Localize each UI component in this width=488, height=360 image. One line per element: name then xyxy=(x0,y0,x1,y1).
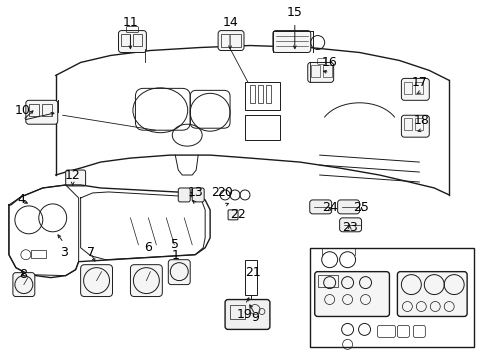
FancyBboxPatch shape xyxy=(227,210,238,220)
Bar xyxy=(31,250,46,258)
Text: 25: 25 xyxy=(353,201,369,215)
Text: 16: 16 xyxy=(321,56,337,69)
Bar xyxy=(229,305,244,319)
Text: 5: 5 xyxy=(171,238,179,251)
Text: 22: 22 xyxy=(230,208,245,221)
FancyBboxPatch shape xyxy=(130,265,162,297)
Bar xyxy=(249,85,254,103)
Bar xyxy=(414,118,423,130)
Bar xyxy=(414,82,423,94)
Text: 2: 2 xyxy=(211,186,219,199)
Text: 6: 6 xyxy=(144,241,152,254)
FancyBboxPatch shape xyxy=(401,115,428,137)
Text: 7: 7 xyxy=(86,246,94,259)
Text: 8: 8 xyxy=(19,268,27,281)
Text: 20: 20 xyxy=(217,186,233,199)
Text: 21: 21 xyxy=(244,266,260,279)
Bar xyxy=(244,82,279,110)
Text: 18: 18 xyxy=(412,114,428,127)
FancyBboxPatch shape xyxy=(13,273,35,297)
Bar xyxy=(322,66,331,77)
Text: 24: 24 xyxy=(321,201,337,215)
Bar xyxy=(221,33,241,46)
Bar xyxy=(133,33,142,45)
FancyBboxPatch shape xyxy=(337,200,359,214)
Bar xyxy=(265,85,270,103)
FancyBboxPatch shape xyxy=(26,100,58,124)
Bar xyxy=(29,104,39,116)
Bar xyxy=(41,104,52,116)
Text: 19: 19 xyxy=(237,308,252,321)
Bar xyxy=(244,115,279,140)
Text: 9: 9 xyxy=(250,311,258,324)
Bar xyxy=(404,82,411,94)
FancyBboxPatch shape xyxy=(118,31,146,53)
Bar xyxy=(317,275,337,287)
FancyBboxPatch shape xyxy=(309,200,331,214)
Bar xyxy=(244,260,256,294)
FancyBboxPatch shape xyxy=(178,188,190,202)
Text: 4: 4 xyxy=(17,193,25,206)
FancyBboxPatch shape xyxy=(168,260,190,285)
Text: 23: 23 xyxy=(341,221,357,234)
Text: 1: 1 xyxy=(171,249,179,262)
Bar xyxy=(310,66,319,77)
Text: 10: 10 xyxy=(15,104,31,117)
FancyBboxPatch shape xyxy=(339,218,361,232)
Text: 17: 17 xyxy=(410,76,427,89)
Bar xyxy=(309,248,473,347)
Bar xyxy=(121,33,130,45)
Text: 12: 12 xyxy=(64,168,81,181)
Bar xyxy=(404,118,411,130)
FancyBboxPatch shape xyxy=(192,188,203,202)
Text: 11: 11 xyxy=(122,16,138,29)
Text: 14: 14 xyxy=(222,16,238,29)
FancyBboxPatch shape xyxy=(314,272,388,316)
FancyBboxPatch shape xyxy=(397,272,466,316)
Text: 15: 15 xyxy=(286,6,302,19)
Text: 3: 3 xyxy=(60,246,67,259)
FancyBboxPatch shape xyxy=(81,265,112,297)
FancyBboxPatch shape xyxy=(272,31,310,53)
FancyBboxPatch shape xyxy=(218,31,244,50)
FancyBboxPatch shape xyxy=(401,78,428,100)
Bar xyxy=(258,85,263,103)
FancyBboxPatch shape xyxy=(224,300,269,329)
FancyBboxPatch shape xyxy=(307,62,333,82)
FancyBboxPatch shape xyxy=(65,170,85,186)
Text: 13: 13 xyxy=(187,186,203,199)
